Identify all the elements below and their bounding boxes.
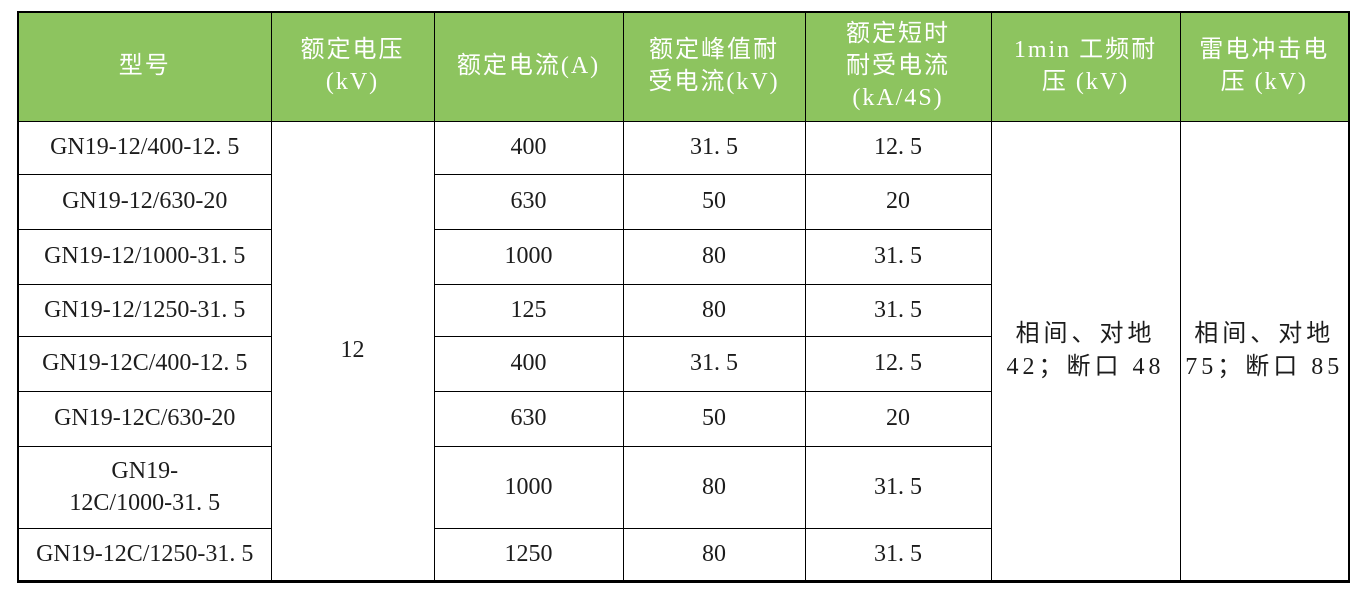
model-cell: GN19-12C/400-12. 5 — [17, 335, 272, 392]
table-row: GN19-12C/400-12. 5 400 31. 5 12. 5 — [17, 335, 1349, 392]
model-cell: GN19-12/1000-31. 5 — [17, 228, 272, 285]
short-time-current-cell: 31. 5 — [804, 228, 992, 285]
table-row: GN19-12/400-12. 5 12 400 31. 5 12. 5 相间、… — [17, 120, 1350, 582]
short-time-current-cell: 31. 5 — [804, 527, 992, 582]
short-time-current-cell: 12. 5 — [804, 335, 992, 392]
current-cell: 400 — [433, 120, 624, 175]
header-row: 型号 额定电压 (kV) 额定电流(A) 额定峰值耐 受电流(kV) 额定短时 … — [17, 11, 1350, 122]
peak-current-cell: 80 — [622, 283, 806, 337]
power-freq-merged-cell: 相间、对地 42；断口 48 — [990, 120, 1181, 582]
peak-current-cell: 31. 5 — [622, 335, 806, 392]
peak-current-cell: 31. 5 — [622, 120, 806, 175]
spec-table: 型号 额定电压 (kV) 额定电流(A) 额定峰值耐 受电流(kV) 额定短时 … — [17, 11, 1350, 583]
table-row: GN19-12/1250-31. 5 125 80 31. 5 — [17, 283, 1349, 337]
table-row: GN19-12C/630-20 630 50 20 — [17, 390, 1349, 447]
table-row: GN19-12/1000-31. 5 1000 80 31. 5 — [17, 228, 1349, 285]
model-cell: GN19-12/630-20 — [17, 173, 272, 230]
col-header-rated-current: 额定电流(A) — [433, 11, 624, 122]
col-header-short-time-withstand-current: 额定短时 耐受电流 (kA/4S) — [804, 11, 992, 122]
short-time-current-cell: 12. 5 — [804, 120, 992, 175]
short-time-current-cell: 31. 5 — [804, 445, 992, 529]
peak-current-cell: 50 — [622, 390, 806, 447]
table-row: GN19-12C/1250-31. 5 1250 80 31. 5 — [17, 527, 1349, 582]
current-cell: 1000 — [433, 445, 624, 529]
col-header-power-freq-withstand-voltage: 1min 工频耐 压 (kV) — [990, 11, 1181, 122]
lightning-impulse-merged-cell: 相间、对地 75；断口 85 — [1179, 120, 1350, 582]
short-time-current-cell: 20 — [804, 390, 992, 447]
current-cell: 1000 — [433, 228, 624, 285]
current-cell: 630 — [433, 173, 624, 230]
current-cell: 630 — [433, 390, 624, 447]
peak-current-cell: 50 — [622, 173, 806, 230]
col-header-lightning-impulse-voltage: 雷电冲击电 压 (kV) — [1179, 11, 1350, 122]
model-cell: GN19-12/1250-31. 5 — [17, 283, 272, 337]
short-time-current-cell: 31. 5 — [804, 283, 992, 337]
model-cell: GN19-12C/630-20 — [17, 390, 272, 447]
col-header-peak-withstand-current: 额定峰值耐 受电流(kV) — [622, 11, 806, 122]
peak-current-cell: 80 — [622, 527, 806, 582]
col-header-model: 型号 — [17, 11, 272, 122]
current-cell: 125 — [433, 283, 624, 337]
model-cell: GN19-12C/1250-31. 5 — [17, 527, 272, 582]
current-cell: 1250 — [433, 527, 624, 582]
rated-voltage-merged-cell: 12 — [270, 120, 435, 582]
current-cell: 400 — [433, 335, 624, 392]
short-time-current-cell: 20 — [804, 173, 992, 230]
peak-current-cell: 80 — [622, 445, 806, 529]
peak-current-cell: 80 — [622, 228, 806, 285]
table-row: GN19- 12C/1000-31. 5 1000 80 31. 5 — [17, 445, 1349, 529]
model-cell: GN19-12/400-12. 5 — [17, 120, 272, 175]
model-cell: GN19- 12C/1000-31. 5 — [17, 445, 272, 529]
col-header-rated-voltage: 额定电压 (kV) — [270, 11, 435, 122]
